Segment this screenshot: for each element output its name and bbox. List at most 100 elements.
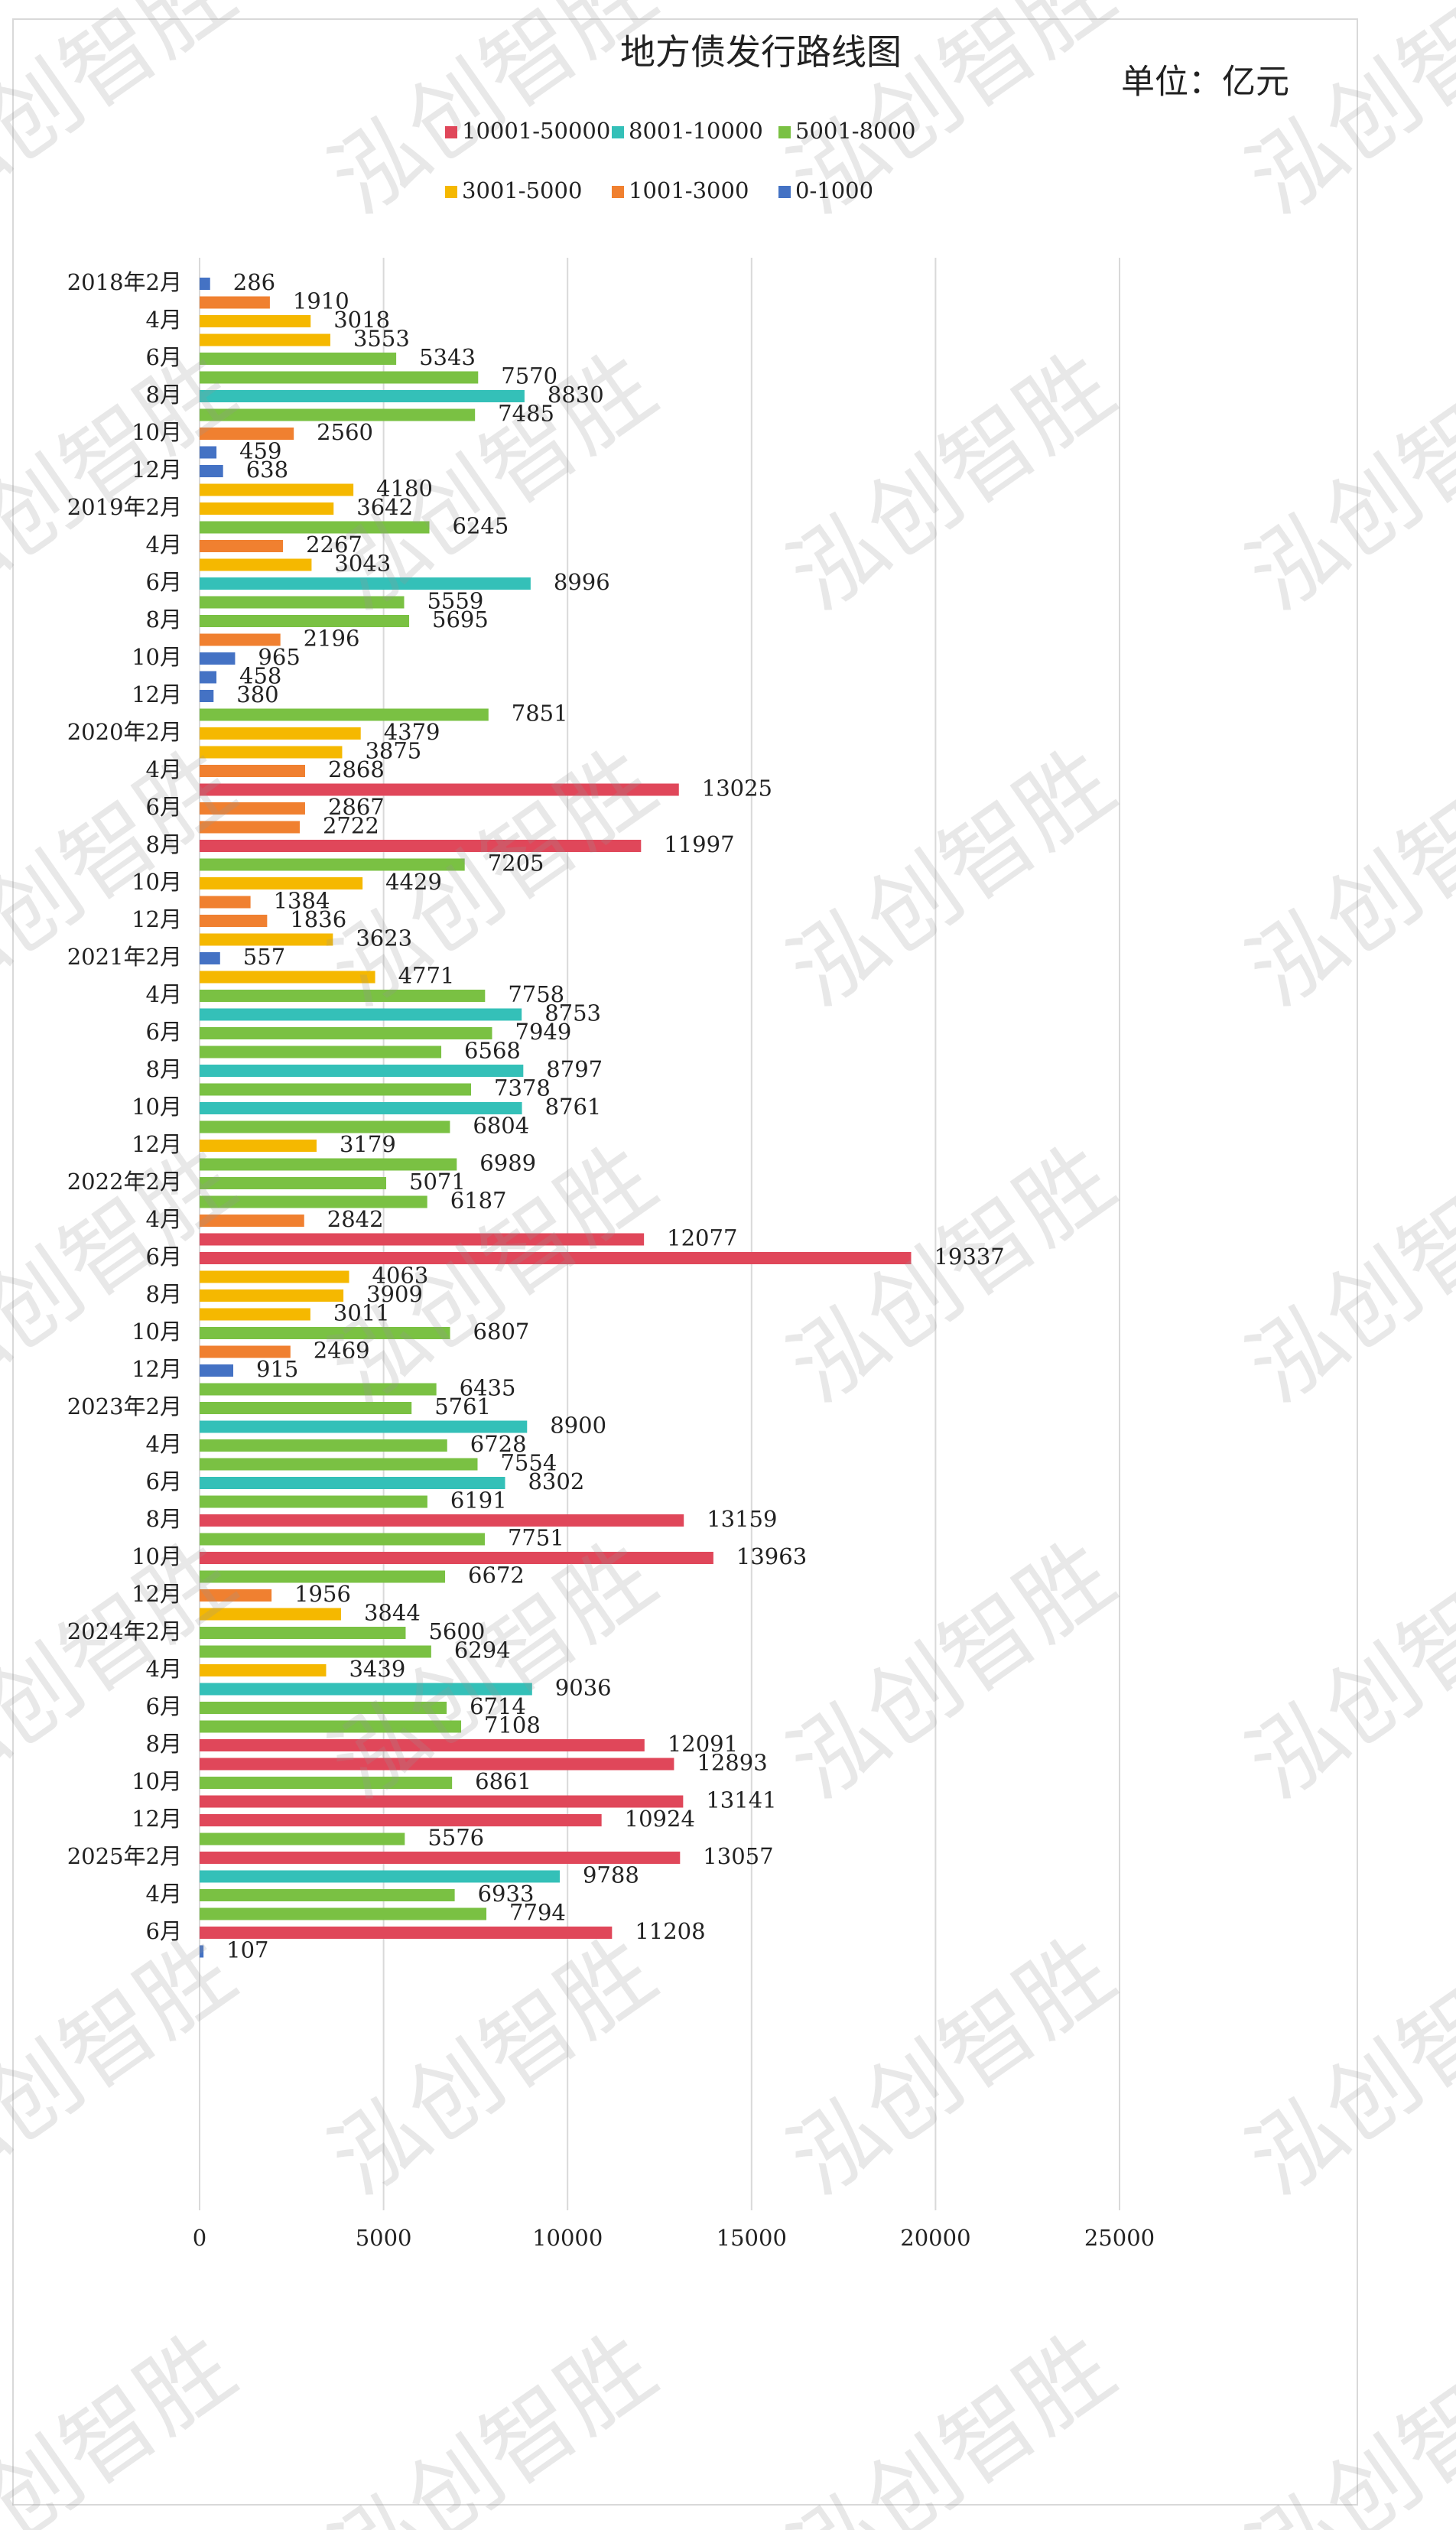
- data-label: 638: [246, 457, 288, 483]
- bar: [200, 1814, 602, 1826]
- data-label: 2267: [306, 532, 362, 558]
- bar: [200, 933, 333, 946]
- bar-group: [200, 278, 912, 1958]
- bar: [200, 633, 281, 646]
- bar: [200, 540, 284, 552]
- data-label: 2842: [327, 1206, 384, 1232]
- data-label: 3439: [349, 1656, 405, 1682]
- data-label: 380: [236, 681, 278, 707]
- y-tick-label: 12月: [132, 1581, 182, 1607]
- data-label: 6672: [468, 1563, 525, 1589]
- bar: [200, 1345, 291, 1358]
- y-tick-label: 4月: [146, 307, 182, 333]
- data-label: 9788: [583, 1862, 639, 1888]
- bar: [200, 1120, 450, 1133]
- legend-label: 10001-50000: [462, 118, 610, 144]
- y-tick-label: 12月: [132, 906, 182, 932]
- data-label: 13057: [703, 1843, 773, 1869]
- data-label: 19337: [934, 1244, 1004, 1270]
- bar: [200, 1832, 405, 1845]
- bar: [200, 896, 251, 909]
- y-tick-label: 2024年2月: [67, 1618, 182, 1644]
- data-label: 5343: [419, 344, 476, 370]
- data-label: 7851: [512, 701, 568, 727]
- data-label: 9036: [555, 1675, 612, 1701]
- bar: [200, 1233, 645, 1246]
- y-tick-label: 6月: [146, 794, 182, 820]
- bar: [200, 408, 476, 421]
- data-label: 3642: [356, 494, 413, 520]
- bar: [200, 1458, 478, 1471]
- y-tick-label: 6月: [146, 569, 182, 595]
- y-tick-label: 2018年2月: [67, 269, 182, 295]
- legend-swatch: [612, 126, 624, 138]
- bar: [200, 1065, 524, 1077]
- bar: [200, 428, 294, 440]
- data-label: 4063: [372, 1263, 429, 1289]
- legend-label: 3001-5000: [462, 177, 582, 203]
- bar: [200, 1889, 455, 1901]
- y-tick-label: 8月: [146, 382, 182, 408]
- data-label: 7751: [508, 1525, 564, 1551]
- data-label: 8830: [548, 382, 604, 408]
- bar: [200, 708, 489, 721]
- bar: [200, 990, 486, 1002]
- bar: [200, 821, 300, 834]
- bar: [200, 390, 525, 402]
- x-tick-label: 25000: [1084, 2225, 1155, 2251]
- bar: [200, 652, 236, 665]
- y-tick-label: 2019年2月: [67, 494, 182, 520]
- y-tick-label: 2023年2月: [67, 1393, 182, 1419]
- bar: [200, 596, 405, 609]
- data-label: 8761: [545, 1094, 602, 1120]
- data-label: 8900: [550, 1413, 606, 1439]
- data-label: 5695: [432, 606, 489, 632]
- data-label: 6861: [475, 1768, 531, 1794]
- data-label: 6294: [454, 1637, 511, 1663]
- data-label: 3844: [364, 1600, 421, 1626]
- bar: [200, 1514, 684, 1527]
- data-label: 2196: [304, 626, 360, 652]
- bar: [200, 558, 312, 571]
- y-tick-label: 2021年2月: [67, 944, 182, 970]
- chart-title: 地方债发行路线图: [620, 31, 902, 73]
- bar: [200, 1045, 442, 1059]
- x-tick-label: 5000: [356, 2225, 412, 2251]
- data-label: 4771: [398, 963, 455, 989]
- data-label: 11997: [664, 831, 734, 857]
- y-tick-label: 12月: [132, 1131, 182, 1157]
- y-tick-label: 12月: [132, 1806, 182, 1832]
- bar: [200, 1664, 327, 1676]
- bar: [200, 1683, 532, 1696]
- data-label: 7378: [494, 1075, 551, 1101]
- bar: [200, 1495, 427, 1508]
- data-label: 915: [256, 1356, 298, 1382]
- bar: [200, 1945, 204, 1958]
- bar: [200, 1477, 505, 1489]
- data-label: 2867: [328, 794, 385, 820]
- bar: [200, 971, 375, 984]
- bar: [200, 1308, 310, 1321]
- bar: [200, 315, 311, 327]
- bar: [200, 1852, 681, 1864]
- data-label: 2469: [314, 1338, 370, 1364]
- bar: [200, 858, 465, 871]
- data-label: 5600: [428, 1618, 485, 1644]
- bar: [200, 1870, 560, 1883]
- data-label: 5576: [427, 1825, 484, 1851]
- y-tick-label: 4月: [146, 981, 182, 1007]
- legend-label: 1001-3000: [629, 177, 749, 203]
- data-label: 13159: [707, 1506, 777, 1532]
- data-label: 8302: [528, 1468, 584, 1494]
- data-label: 7949: [515, 1019, 572, 1045]
- bar: [200, 802, 305, 815]
- data-label: 10924: [625, 1806, 695, 1832]
- data-label: 6807: [473, 1319, 530, 1345]
- data-label: 6568: [464, 1038, 521, 1064]
- data-label: 2560: [317, 419, 373, 445]
- y-tick-label: 4月: [146, 1431, 182, 1457]
- legend-label: 5001-8000: [795, 118, 915, 144]
- legend-label: 0-1000: [795, 177, 873, 203]
- y-tick-label: 6月: [146, 1693, 182, 1719]
